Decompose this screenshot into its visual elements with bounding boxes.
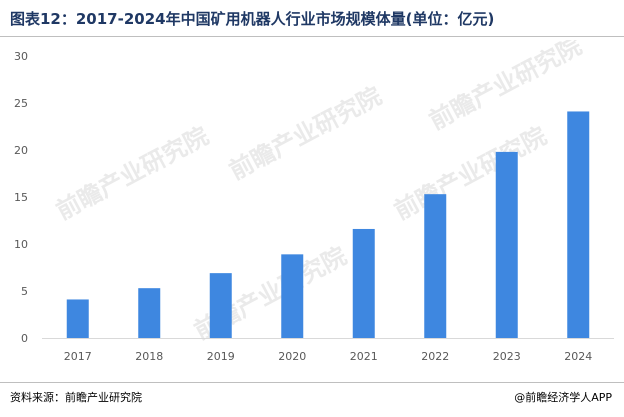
y-tick-label: 30 <box>14 50 28 63</box>
bar-2019 <box>209 273 232 338</box>
x-axis: 2017 2018 2019 2020 2021 2022 2023 2024 <box>42 338 614 363</box>
y-tick-label: 25 <box>14 97 28 110</box>
x-tick-label: 2018 <box>135 350 163 363</box>
bar-2018 <box>138 288 161 338</box>
bar-series <box>66 111 590 339</box>
y-tick-label: 0 <box>21 332 28 345</box>
watermark-text: 前瞻产业研究院 <box>225 82 386 186</box>
y-tick-label: 10 <box>14 238 28 251</box>
footer-divider <box>0 382 624 383</box>
x-tick-label: 2017 <box>64 350 92 363</box>
bar-2017 <box>66 299 89 338</box>
x-tick-label: 2021 <box>350 350 378 363</box>
x-tick-label: 2024 <box>564 350 592 363</box>
x-tick-label: 2023 <box>493 350 521 363</box>
source-note: 资料来源：前瞻产业研究院 <box>10 391 142 404</box>
chart-title: 图表12：2017-2024年中国矿用机器人行业市场规模体量(单位：亿元) <box>10 10 495 28</box>
watermark-text: 前瞻产业研究院 <box>390 122 551 226</box>
bar-2023 <box>495 151 518 338</box>
y-tick-label: 20 <box>14 144 28 157</box>
bar-chart: 前瞻产业研究院 前瞻产业研究院 前瞻产业研究院 前瞻产业研究院 前瞻产业研究院 … <box>14 40 614 363</box>
x-tick-label: 2020 <box>278 350 306 363</box>
y-tick-label: 15 <box>14 191 28 204</box>
bar-2021 <box>352 228 375 338</box>
x-tick-label: 2019 <box>207 350 235 363</box>
watermark-text: 前瞻产业研究院 <box>425 40 586 135</box>
bar-2024 <box>567 111 590 339</box>
bar-2020 <box>281 254 304 338</box>
y-tick-label: 5 <box>21 285 28 298</box>
watermark-text: 前瞻产业研究院 <box>52 122 213 226</box>
bar-2022 <box>424 194 447 338</box>
y-axis: 0 5 10 15 20 25 30 <box>14 50 28 345</box>
title-divider <box>0 36 624 37</box>
brand-label: @前瞻经济学人APP <box>514 391 612 404</box>
x-tick-label: 2022 <box>421 350 449 363</box>
